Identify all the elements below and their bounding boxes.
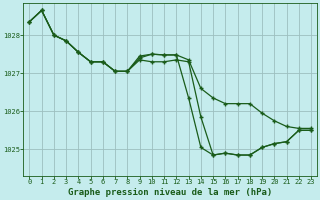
X-axis label: Graphe pression niveau de la mer (hPa): Graphe pression niveau de la mer (hPa) (68, 188, 272, 197)
